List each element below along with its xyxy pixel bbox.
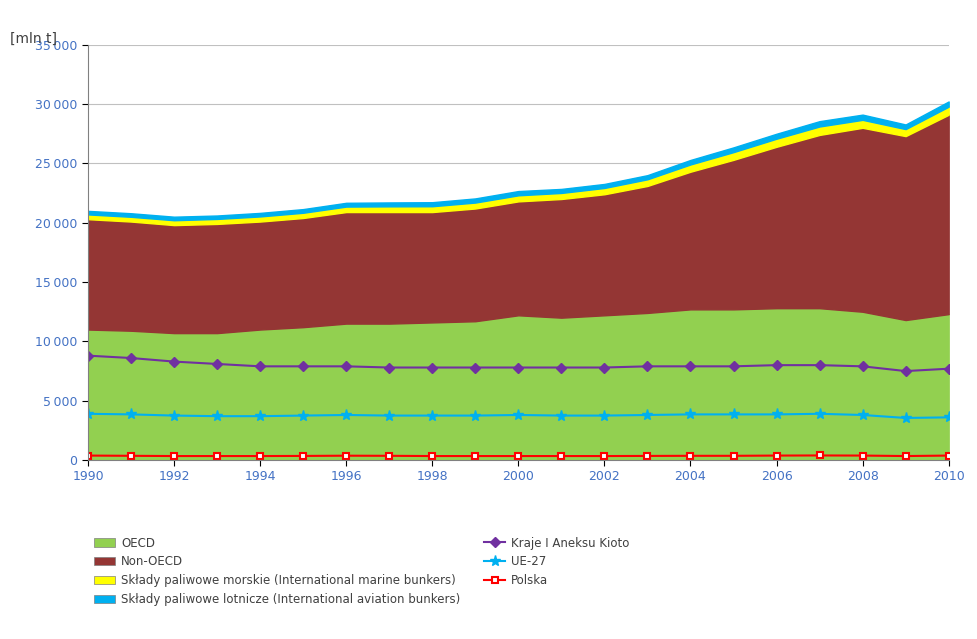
Text: [mln t]: [mln t] bbox=[10, 32, 57, 46]
Legend: OECD, Non-OECD, Składy paliwowe morskie (International marine bunkers), Składy p: OECD, Non-OECD, Składy paliwowe morskie … bbox=[94, 537, 629, 606]
